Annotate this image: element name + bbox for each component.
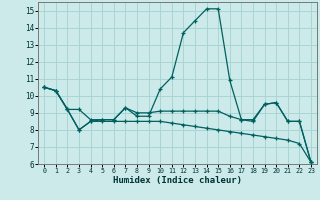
- X-axis label: Humidex (Indice chaleur): Humidex (Indice chaleur): [113, 176, 242, 185]
